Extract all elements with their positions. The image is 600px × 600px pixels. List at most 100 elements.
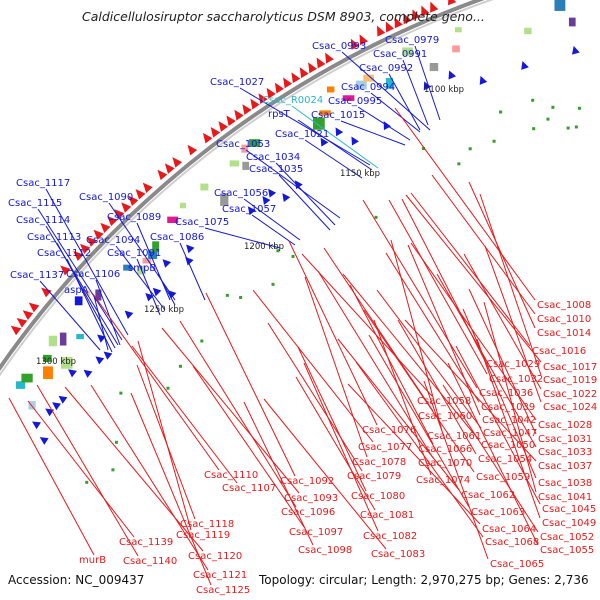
gene-label: Csac_1054: [478, 454, 532, 465]
leader-line: [192, 365, 305, 528]
scale-label: 1250 kbp: [144, 305, 184, 315]
forward-gene-arrow: [60, 265, 71, 276]
reverse-gene-arrow: [262, 196, 271, 205]
gene-label: Csac_1024: [543, 402, 597, 413]
scale-label: 1100 kbp: [424, 85, 464, 95]
gene-label: Csac_1070: [418, 458, 472, 469]
forward-gene-arrow: [299, 67, 309, 79]
forward-gene-arrow: [135, 189, 146, 200]
gene-label: Csac_1016: [532, 346, 586, 357]
gene-label: Csac_1125: [196, 585, 250, 596]
gene-label: Csac_1117: [16, 178, 70, 189]
gene-block: [76, 333, 84, 340]
gene-label: Csac_1021: [275, 129, 329, 140]
gene-label: Csac_1027: [210, 77, 264, 88]
gene-block: [15, 381, 26, 389]
leader-line: [37, 208, 123, 341]
gc-marker: [166, 386, 170, 390]
gene-label: Csac_1112: [37, 248, 91, 259]
leader-line: [297, 119, 373, 171]
gene-label: Csac_1066: [418, 444, 472, 455]
gene-label: Csac_1034: [246, 152, 300, 163]
reverse-gene-arrow: [68, 369, 77, 378]
gene-block: [220, 193, 229, 206]
leader-line: [340, 120, 406, 146]
gene-block: [21, 373, 33, 383]
forward-gene-arrow: [412, 9, 421, 21]
scale-label: 1150 kbp: [340, 169, 380, 179]
leader-line: [205, 292, 296, 477]
gc-marker: [499, 110, 503, 114]
gc-marker: [577, 106, 581, 110]
leader-line: [479, 193, 542, 376]
gene-label: Csac_1120: [188, 551, 242, 562]
gene-label: Csac_1055: [540, 545, 594, 556]
gene-label: Csac_1057: [222, 204, 276, 215]
leader-line: [357, 106, 411, 141]
leader-line: [342, 273, 480, 441]
leader-line: [56, 242, 116, 349]
reverse-gene-arrow: [162, 259, 172, 268]
leader-line: [405, 194, 542, 363]
forward-gene-arrow: [258, 93, 268, 105]
leader-line: [131, 345, 238, 484]
gc-marker: [468, 147, 472, 151]
gene-label: Csac_0979: [385, 35, 439, 46]
leader-line: [323, 247, 434, 412]
forward-gene-arrow: [157, 169, 168, 181]
gc-marker: [374, 215, 378, 219]
leader-line: [275, 162, 336, 226]
reverse-gene-arrow: [32, 421, 42, 430]
gene-label: Csac_0995: [328, 96, 382, 107]
gene-label: Csac_1038: [538, 478, 592, 489]
gene-label: Csac_1019: [543, 375, 597, 386]
leader-line: [45, 188, 129, 336]
leader-line: [355, 361, 484, 538]
gene-label: Csac_1022: [543, 389, 597, 400]
gene-label: Csac_1008: [537, 300, 591, 311]
backbone-ring: [0, 0, 485, 372]
leader-line: [115, 245, 166, 311]
leader-line: [36, 384, 139, 557]
forward-gene-arrow: [308, 62, 317, 74]
leader-line: [484, 245, 542, 403]
forward-gene-arrow: [114, 209, 125, 220]
leader-line: [90, 384, 209, 571]
gc-marker: [114, 440, 118, 444]
leader-line: [263, 398, 387, 550]
gene-label: Csac_1064: [482, 524, 536, 535]
leader-line: [39, 280, 101, 351]
gene-label: Csac_1106: [66, 269, 120, 280]
forward-gene-arrow: [172, 157, 183, 168]
gc-marker: [178, 364, 182, 368]
leader-line: [476, 338, 541, 519]
gene-label: murB: [79, 555, 106, 566]
gene-label: Csac_1090: [79, 192, 133, 203]
leader-line: [267, 322, 363, 472]
leader-line: [362, 199, 478, 389]
gene-label: Csac_1047: [483, 428, 537, 439]
gene-block: [167, 216, 179, 224]
leader-line: [363, 309, 475, 473]
gc-marker: [532, 127, 536, 131]
forward-gene-arrow: [16, 317, 28, 328]
forward-gene-arrow: [421, 5, 430, 17]
forward-gene-arrow: [128, 195, 139, 207]
reverse-gene-arrow: [521, 60, 529, 70]
leader-line: [404, 319, 537, 462]
gene-label: Csac_1049: [542, 518, 596, 529]
leader-line: [297, 346, 367, 492]
leader-line: [442, 384, 539, 533]
forward-gene-arrow: [250, 98, 260, 110]
forward-gene-arrow: [234, 109, 244, 121]
gene-label: Csac_1032: [489, 374, 543, 385]
scale-label: 1300 kbp: [36, 357, 76, 367]
forward-gene-arrow: [210, 126, 221, 138]
leader-line: [301, 253, 433, 397]
gene-label: Csac_1075: [175, 217, 229, 228]
leader-line: [436, 273, 537, 448]
forward-gene-arrow: [100, 222, 111, 234]
forward-gene-arrow: [359, 34, 368, 46]
leader-line: [373, 319, 432, 476]
